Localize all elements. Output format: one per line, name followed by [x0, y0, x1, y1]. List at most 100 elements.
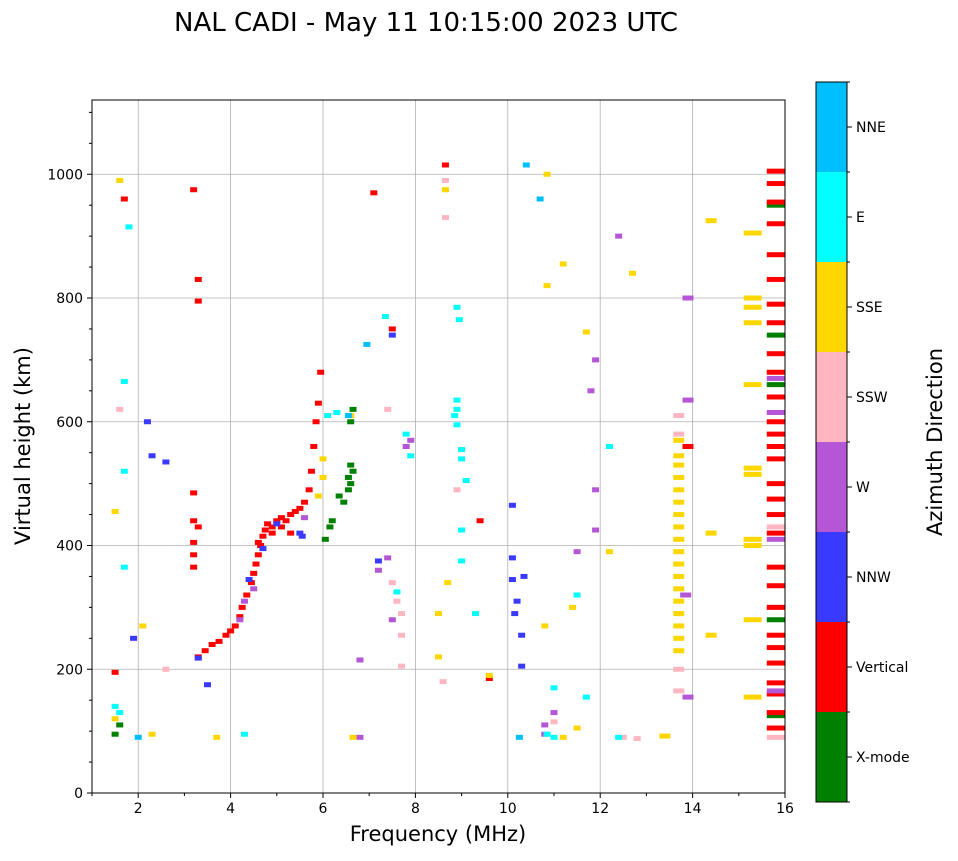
point-sse — [139, 623, 147, 629]
point-ssw — [453, 487, 461, 493]
point-sse — [743, 465, 762, 471]
point-ssw — [619, 734, 627, 740]
point-nnw — [143, 419, 151, 425]
point-vertical — [766, 725, 785, 731]
point-vertical — [277, 515, 285, 521]
point-sse — [319, 474, 327, 480]
point-sse — [705, 530, 717, 536]
colorbar-tick-label: NNW — [856, 570, 891, 586]
point-nnw — [518, 632, 526, 638]
point-w — [766, 409, 785, 415]
point-sse — [743, 694, 762, 700]
point-vertical — [307, 468, 315, 474]
point-vertical — [268, 530, 276, 536]
point-sse — [673, 549, 685, 555]
point-e — [324, 413, 332, 419]
point-sse — [673, 487, 685, 493]
point-sse — [116, 177, 124, 183]
point-vertical — [766, 710, 785, 716]
point-vertical — [766, 456, 785, 462]
axes-frame — [91, 99, 786, 794]
point-vertical — [766, 199, 785, 205]
point-sse — [605, 549, 613, 555]
point-sse — [743, 304, 762, 310]
point-x-mode — [766, 332, 785, 338]
point-vertical — [766, 564, 785, 570]
point-e — [240, 731, 248, 737]
point-vertical — [766, 276, 785, 282]
x-tick-label: 4 — [226, 801, 235, 817]
point-vertical — [766, 419, 785, 425]
point-vertical — [766, 351, 785, 357]
point-sse — [673, 453, 685, 459]
point-vertical — [766, 680, 785, 686]
point-w — [682, 295, 694, 301]
point-sse — [559, 261, 567, 267]
point-sse — [743, 617, 762, 623]
point-nnw — [518, 663, 526, 669]
point-vertical — [441, 162, 449, 168]
point-sse — [673, 623, 685, 629]
point-ssw — [398, 663, 406, 669]
point-nne — [134, 734, 142, 740]
plot-background — [92, 100, 785, 793]
point-vertical — [476, 518, 484, 524]
point-sse — [673, 536, 685, 542]
point-sse — [673, 586, 685, 592]
point-sse — [319, 456, 327, 462]
point-sse — [673, 561, 685, 567]
point-vertical — [194, 524, 202, 530]
point-vertical — [370, 190, 378, 196]
point-sse — [111, 508, 119, 514]
point-x-mode — [347, 419, 355, 425]
point-ssw — [673, 688, 685, 694]
axes: 2 4 6 8 10 12 14 16 0 200 400 600 800 1000 — [47, 99, 794, 817]
colorbar-tick-label: E — [856, 210, 865, 226]
point-e — [543, 731, 551, 737]
x-tick-label: 16 — [776, 801, 794, 817]
point-vertical — [766, 221, 785, 227]
point-sse — [543, 283, 551, 289]
point-vertical — [388, 326, 396, 332]
point-nnw — [511, 611, 519, 617]
point-w — [407, 437, 415, 443]
point-w — [384, 555, 392, 561]
colorbar-segment — [816, 622, 847, 712]
point-vertical — [190, 518, 198, 524]
point-ssw — [162, 666, 170, 672]
y-tick-label: 200 — [56, 662, 83, 678]
point-vertical — [766, 645, 785, 651]
point-e — [116, 710, 124, 716]
point-w — [236, 617, 244, 623]
point-nne — [344, 413, 352, 419]
colorbar-frame — [815, 81, 848, 803]
point-e — [451, 413, 459, 419]
point-sse — [673, 474, 685, 480]
point-sse — [568, 604, 576, 610]
point-e — [407, 453, 415, 459]
point-vertical — [282, 518, 290, 524]
point-w — [680, 592, 692, 598]
point-w — [356, 657, 364, 663]
point-w — [592, 527, 600, 533]
x-axis-label: Frequency (MHz) — [350, 822, 526, 846]
point-w — [682, 397, 694, 403]
point-ssw — [673, 666, 685, 672]
point-e — [453, 422, 461, 428]
chart-title: NAL CADI - May 11 10:15:00 2023 UTC — [174, 8, 678, 38]
point-sse — [673, 635, 685, 641]
point-e — [453, 304, 461, 310]
point-w — [592, 487, 600, 493]
point-nnw — [513, 598, 521, 604]
point-ssw — [398, 611, 406, 617]
point-sse — [314, 493, 322, 499]
point-sse — [743, 543, 762, 548]
point-vertical — [268, 524, 276, 530]
point-x-mode — [766, 713, 785, 719]
point-vertical — [766, 394, 785, 400]
point-vertical — [766, 431, 785, 437]
point-e — [393, 589, 401, 595]
point-vertical — [277, 524, 285, 530]
point-vertical — [120, 196, 128, 202]
